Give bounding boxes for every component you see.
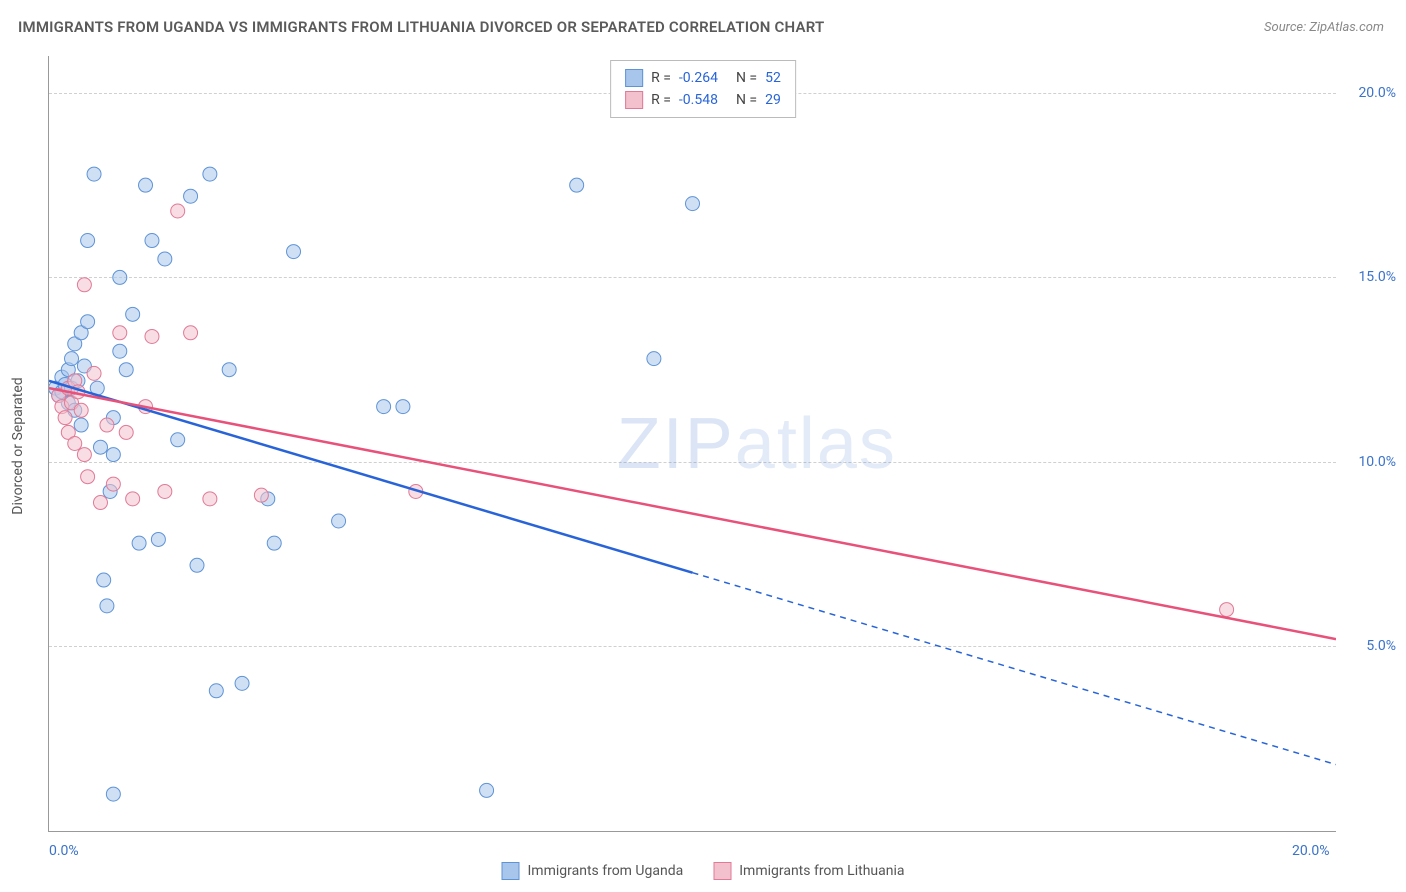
data-point: [113, 270, 127, 284]
data-point: [184, 326, 198, 340]
legend-n-label: N =: [736, 67, 757, 89]
data-point: [87, 167, 101, 181]
legend-r-value: -0.548: [679, 89, 718, 111]
y-tick-label: 5.0%: [1344, 638, 1396, 654]
legend-swatch: [625, 69, 643, 87]
legend-series: Immigrants from Uganda Immigrants from Li…: [502, 862, 905, 880]
legend-series-label: Immigrants from Lithuania: [739, 863, 904, 879]
data-point: [332, 514, 346, 528]
y-tick-label: 20.0%: [1344, 85, 1396, 101]
data-point: [106, 477, 120, 491]
data-point: [203, 167, 217, 181]
data-point: [377, 400, 391, 414]
x-tick-label: 0.0%: [49, 843, 79, 859]
data-point: [68, 437, 82, 451]
data-point: [171, 433, 185, 447]
legend-n-value: 52: [765, 67, 781, 89]
data-point: [267, 536, 281, 550]
legend-r-label: R =: [651, 89, 671, 111]
data-point: [113, 344, 127, 358]
data-point: [222, 363, 236, 377]
data-point: [74, 418, 88, 432]
data-point: [106, 448, 120, 462]
data-point: [396, 400, 410, 414]
x-tick-label: 20.0%: [1292, 843, 1330, 859]
legend-series-item: Immigrants from Lithuania: [713, 862, 904, 880]
data-point: [254, 488, 268, 502]
data-point: [1220, 603, 1234, 617]
data-point: [647, 352, 661, 366]
data-point: [81, 234, 95, 248]
chart-container: IMMIGRANTS FROM UGANDA VS IMMIGRANTS FRO…: [0, 0, 1406, 892]
data-point: [97, 573, 111, 587]
data-point: [93, 440, 107, 454]
data-point: [158, 252, 172, 266]
data-point: [81, 470, 95, 484]
data-point: [74, 403, 88, 417]
data-point: [113, 326, 127, 340]
legend-swatch: [713, 862, 731, 880]
y-axis-label: Divorced or Separated: [10, 377, 26, 514]
data-point: [100, 599, 114, 613]
data-point: [106, 787, 120, 801]
data-point: [570, 178, 584, 192]
data-point: [145, 234, 159, 248]
data-point: [100, 418, 114, 432]
data-point: [145, 329, 159, 343]
legend-n-value: 29: [765, 89, 781, 111]
data-point: [126, 492, 140, 506]
data-point: [287, 245, 301, 259]
legend-stats: R = -0.264 N = 52 R = -0.548 N = 29: [610, 60, 796, 118]
data-point: [77, 278, 91, 292]
data-point: [139, 178, 153, 192]
data-point: [151, 532, 165, 546]
data-point: [81, 315, 95, 329]
legend-r-value: -0.264: [679, 67, 718, 89]
data-point: [158, 484, 172, 498]
data-point: [184, 189, 198, 203]
plot-svg: [49, 56, 1336, 831]
legend-series-label: Immigrants from Uganda: [528, 863, 684, 879]
y-tick-label: 15.0%: [1344, 269, 1396, 285]
data-point: [190, 558, 204, 572]
data-point: [132, 536, 146, 550]
plot-area: ZIPatlas 5.0%10.0%15.0%20.0%0.0%20.0%: [48, 56, 1336, 832]
legend-n-label: N =: [736, 89, 757, 111]
legend-swatch: [625, 91, 643, 109]
data-point: [203, 492, 217, 506]
legend-r-label: R =: [651, 67, 671, 89]
trend-line: [49, 388, 1336, 639]
y-tick-label: 10.0%: [1344, 454, 1396, 470]
data-point: [119, 363, 133, 377]
legend-series-item: Immigrants from Uganda: [502, 862, 684, 880]
data-point: [119, 425, 133, 439]
legend-stats-row: R = -0.548 N = 29: [625, 89, 781, 111]
data-point: [686, 197, 700, 211]
legend-swatch: [502, 862, 520, 880]
legend-stats-row: R = -0.264 N = 52: [625, 67, 781, 89]
data-point: [235, 676, 249, 690]
data-point: [93, 496, 107, 510]
data-point: [58, 411, 72, 425]
trend-line-extrapolated: [693, 573, 1337, 765]
data-point: [77, 448, 91, 462]
chart-title: IMMIGRANTS FROM UGANDA VS IMMIGRANTS FRO…: [18, 18, 824, 36]
data-point: [480, 783, 494, 797]
data-point: [171, 204, 185, 218]
data-point: [209, 684, 223, 698]
data-point: [65, 352, 79, 366]
source-attribution: Source: ZipAtlas.com: [1264, 20, 1384, 35]
data-point: [126, 307, 140, 321]
data-point: [87, 366, 101, 380]
